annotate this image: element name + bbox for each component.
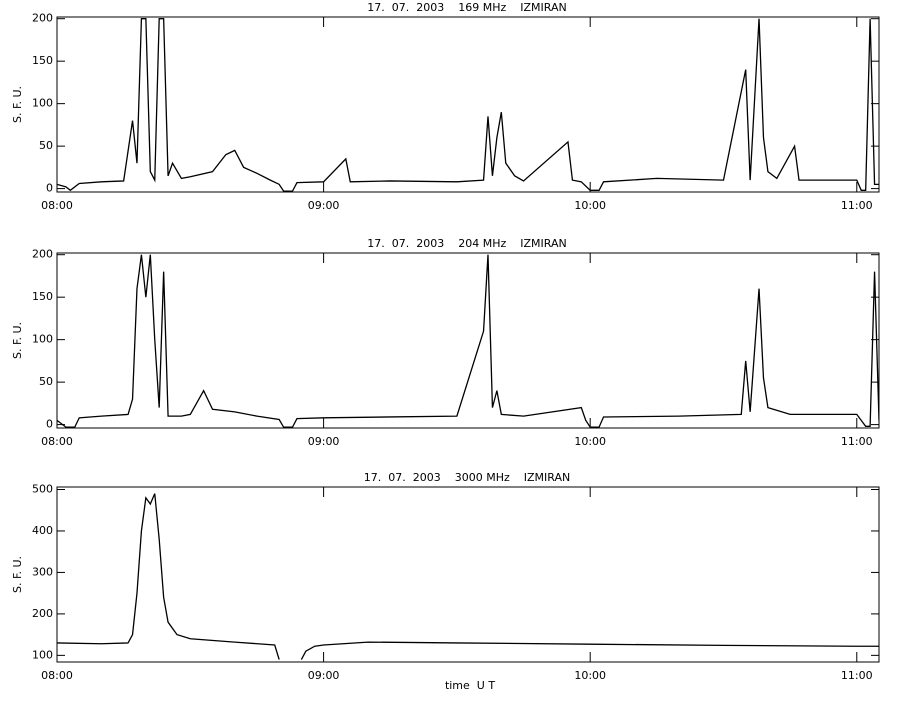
x-tick-label: 08:00 bbox=[41, 199, 73, 212]
y-tick-label: 50 bbox=[39, 375, 53, 388]
y-tick-label: 500 bbox=[32, 482, 53, 495]
y-tick-label: 200 bbox=[32, 607, 53, 620]
y-tick-label: 200 bbox=[32, 12, 53, 25]
y-tick-label: 150 bbox=[32, 54, 53, 67]
y-tick-label: 150 bbox=[32, 290, 53, 303]
x-tick-label: 10:00 bbox=[574, 435, 606, 448]
panel-title: 17. 07. 2003 204 MHz IZMIRAN bbox=[367, 237, 566, 250]
y-tick-label: 0 bbox=[46, 418, 53, 431]
panel-title: 17. 07. 2003 169 MHz IZMIRAN bbox=[367, 1, 566, 14]
y-tick-label: 300 bbox=[32, 565, 53, 578]
x-tick-label: 08:00 bbox=[41, 669, 73, 682]
data-line bbox=[57, 254, 879, 428]
x-tick-label: 11:00 bbox=[841, 669, 873, 682]
y-axis-label: S. F. U. bbox=[11, 322, 24, 359]
y-axis-label: S. F. U. bbox=[11, 86, 24, 123]
y-tick-label: 400 bbox=[32, 524, 53, 537]
panel-title: 17. 07. 2003 3000 MHz IZMIRAN bbox=[364, 471, 570, 484]
y-tick-label: 200 bbox=[32, 248, 53, 261]
y-tick-label: 0 bbox=[46, 182, 53, 195]
y-axis-label: S. F. U. bbox=[11, 556, 24, 593]
plot-frame bbox=[56, 486, 880, 663]
x-tick-label: 10:00 bbox=[574, 669, 606, 682]
x-tick-label: 09:00 bbox=[308, 669, 340, 682]
plot-frame bbox=[56, 16, 880, 193]
x-tick-label: 11:00 bbox=[841, 199, 873, 212]
x-tick-label: 10:00 bbox=[574, 199, 606, 212]
x-tick-label: 08:00 bbox=[41, 435, 73, 448]
x-tick-label: 09:00 bbox=[308, 435, 340, 448]
y-tick-label: 100 bbox=[32, 648, 53, 661]
y-tick-label: 100 bbox=[32, 97, 53, 110]
y-tick-label: 50 bbox=[39, 139, 53, 152]
y-tick-label: 100 bbox=[32, 333, 53, 346]
data-line bbox=[57, 493, 879, 660]
x-axis-label: time U T bbox=[445, 679, 495, 692]
x-tick-label: 09:00 bbox=[308, 199, 340, 212]
plot-frame bbox=[56, 252, 880, 429]
data-line bbox=[57, 18, 879, 192]
x-tick-label: 11:00 bbox=[841, 435, 873, 448]
